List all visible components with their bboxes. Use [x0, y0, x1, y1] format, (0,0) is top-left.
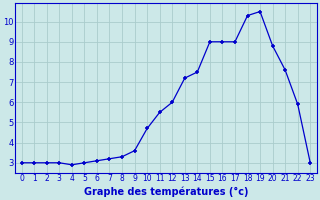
X-axis label: Graphe des températures (°c): Graphe des températures (°c) [84, 186, 248, 197]
